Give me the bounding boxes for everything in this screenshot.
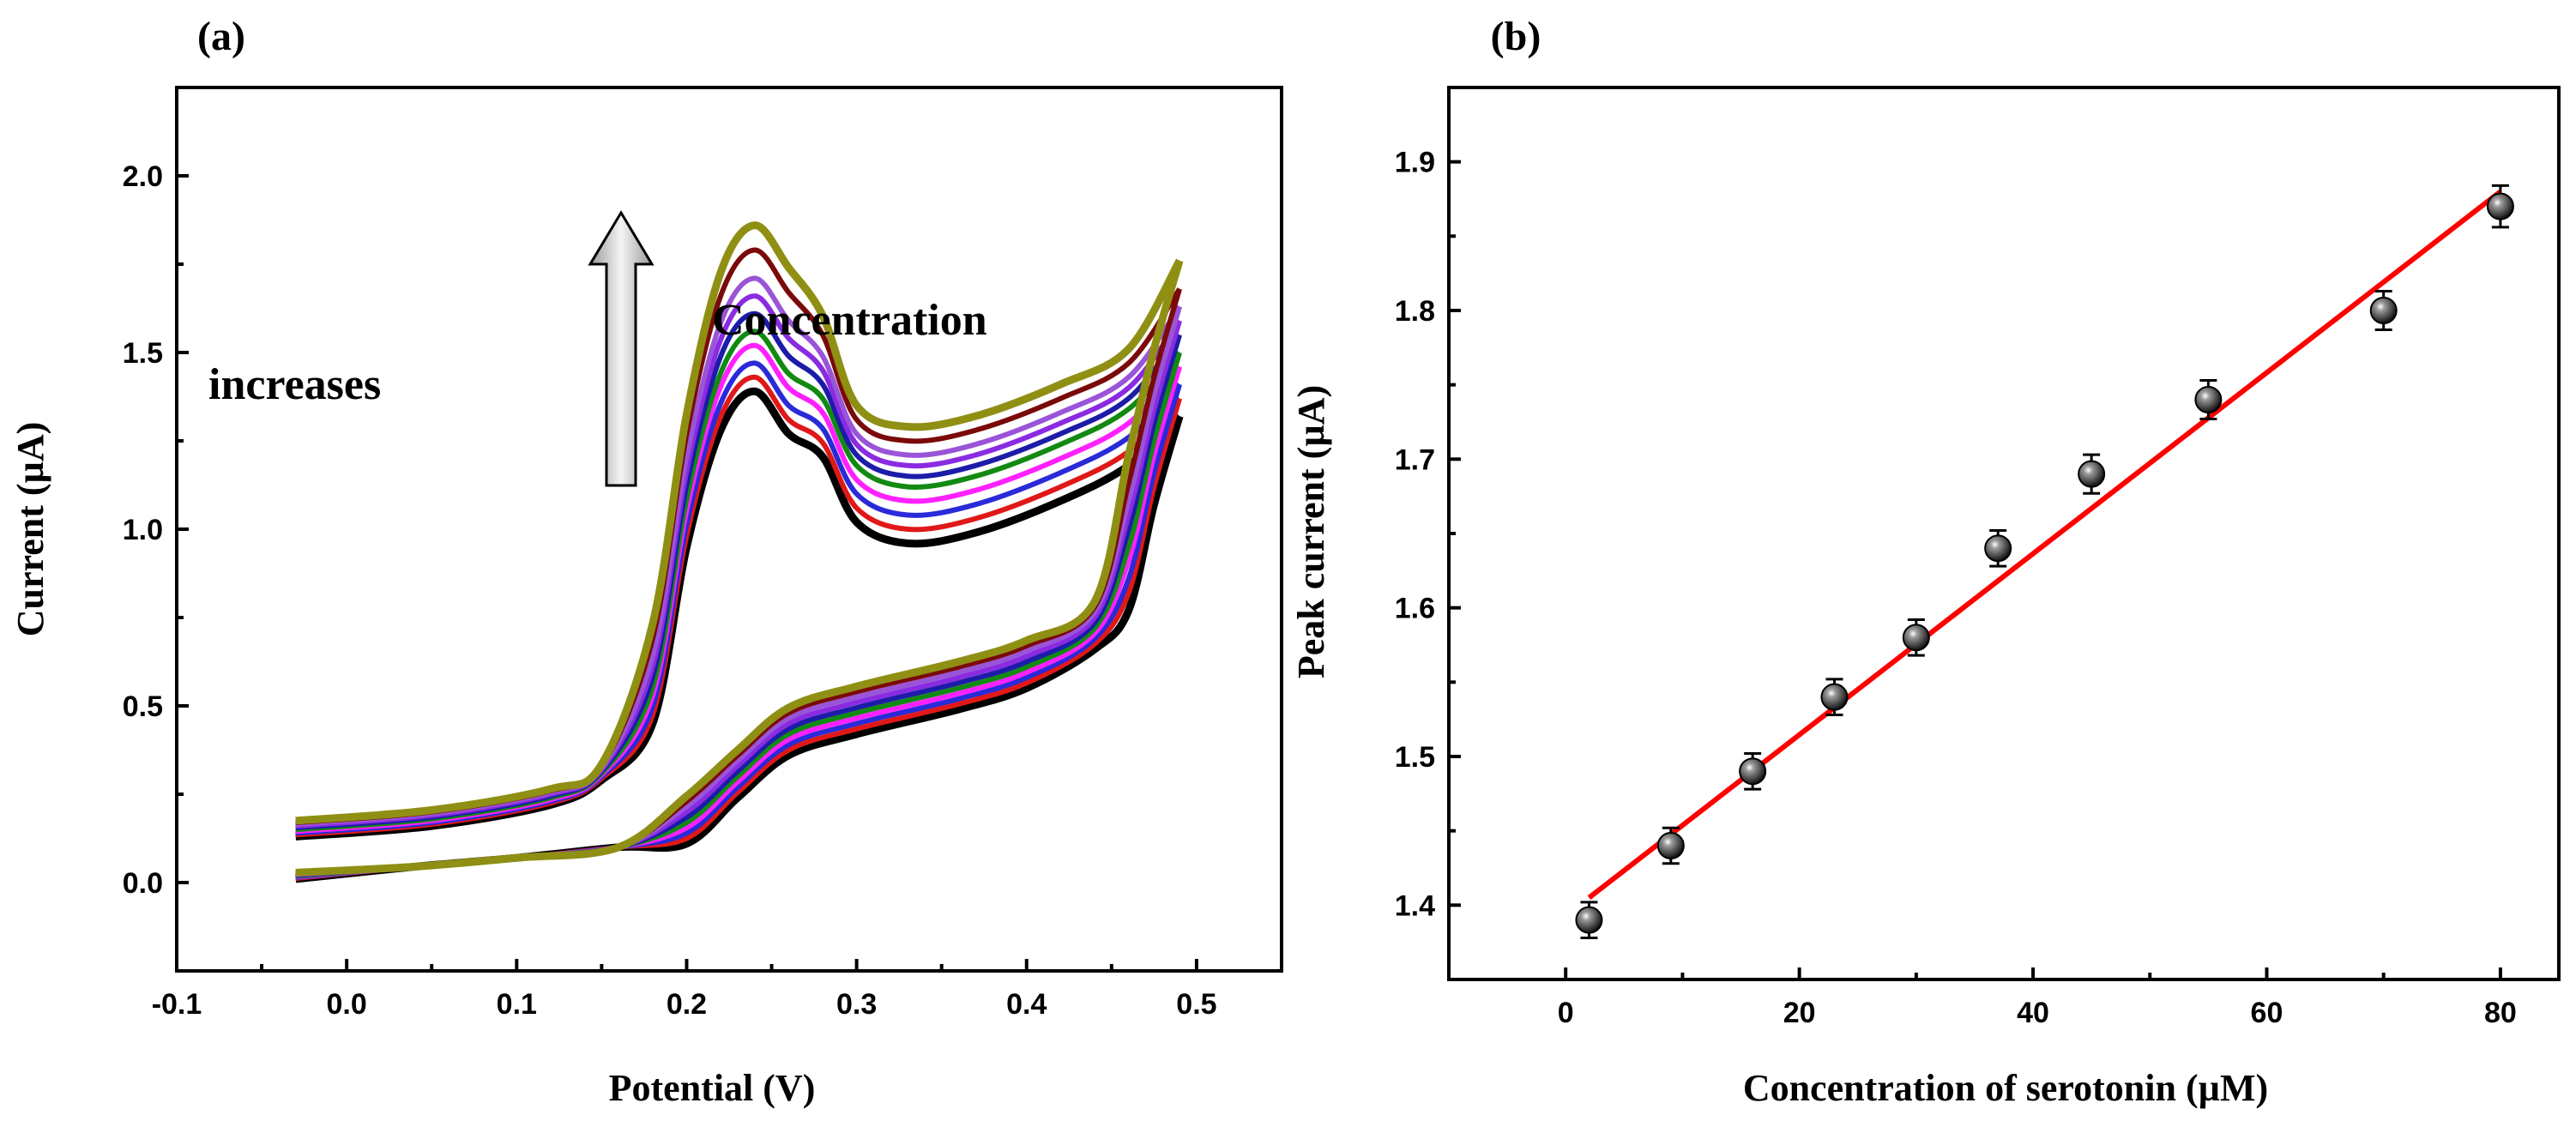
increase-arrow-icon [588, 210, 655, 487]
x-tick-label: 0.5 [1176, 988, 1216, 1021]
data-point [1820, 683, 1849, 711]
linear-fit-line [1587, 189, 2502, 901]
data-points [1575, 184, 2514, 939]
cv-series-10-anodic [295, 221, 1184, 825]
panel-b-xlabel: Concentration of serotonin (µM) [1743, 1067, 2268, 1109]
data-point [1575, 906, 1603, 934]
data-point [1902, 624, 1930, 652]
panel-b: (b) 0 20 40 60 80 1.4 1.5 1.6 1.7 1.8 1.9 Concentr… [1290, 14, 2561, 1109]
x-tick-label: 0.2 [667, 988, 707, 1021]
cv-series-10-cathodic [295, 259, 1184, 877]
y-tick-label: 1.4 [1395, 889, 1435, 922]
x-tick-label: 40 [2017, 997, 2049, 1029]
x-tick-label: 0.1 [497, 988, 537, 1021]
y-tick-label: 1.7 [1395, 443, 1435, 476]
x-tick-label: 80 [2484, 997, 2517, 1029]
panel-a-xlabel: Potential (V) [609, 1067, 816, 1109]
x-tick-label: -0.1 [152, 988, 202, 1021]
panel-b-label: (b) [1491, 14, 1541, 59]
data-point [2078, 460, 2106, 488]
cv-series-8-anodic [295, 275, 1182, 827]
y-tick-label: 1.6 [1395, 593, 1435, 625]
panel-a: (a) -0.1 0.0 0.1 0.2 0.3 0.4 0.5 0.0 0.5 1.0 1.5 2.… [9, 14, 1283, 1109]
data-point [1984, 534, 2012, 563]
data-point [2369, 297, 2398, 324]
y-tick-label: 0.0 [123, 867, 163, 900]
y-tick-label: 0.5 [123, 690, 163, 723]
y-tick-label: 1.5 [1395, 741, 1435, 774]
panel-a-label: (a) [197, 14, 245, 59]
x-tick-label: 60 [2251, 997, 2283, 1029]
annotation-line2: increases [208, 360, 381, 409]
x-tick-label: 0.3 [836, 988, 877, 1021]
data-point [2486, 192, 2514, 220]
annotation-line1: Concentration [712, 296, 987, 345]
x-tick-label: 0 [1558, 997, 1574, 1029]
x-tick-label: 0.0 [327, 988, 367, 1021]
cv-curves [295, 221, 1184, 883]
panel-b-plot-frame [1447, 86, 2561, 981]
y-tick-label: 1.9 [1395, 147, 1435, 179]
data-point [1739, 757, 1767, 786]
panel-a-axes: -0.1 0.0 0.1 0.2 0.3 0.4 0.5 0.0 0.5 1.0 1.5 2.0 [123, 160, 1217, 1021]
y-tick-label: 1.0 [123, 514, 163, 546]
data-point [2194, 386, 2223, 413]
panel-b-axes: 0 20 40 60 80 1.4 1.5 1.6 1.7 1.8 1.9 [1395, 147, 2517, 1029]
y-tick-label: 1.8 [1395, 295, 1435, 328]
x-tick-label: 20 [1783, 997, 1816, 1029]
x-tick-label: 0.4 [1006, 988, 1047, 1021]
y-tick-label: 1.5 [123, 337, 163, 370]
y-tick-label: 2.0 [123, 160, 163, 193]
panel-a-ylabel: Current (µA) [9, 422, 51, 637]
panel-b-ylabel: Peak current (µA) [1290, 385, 1332, 678]
fit-line [1587, 189, 2502, 901]
data-point [1656, 832, 1685, 859]
